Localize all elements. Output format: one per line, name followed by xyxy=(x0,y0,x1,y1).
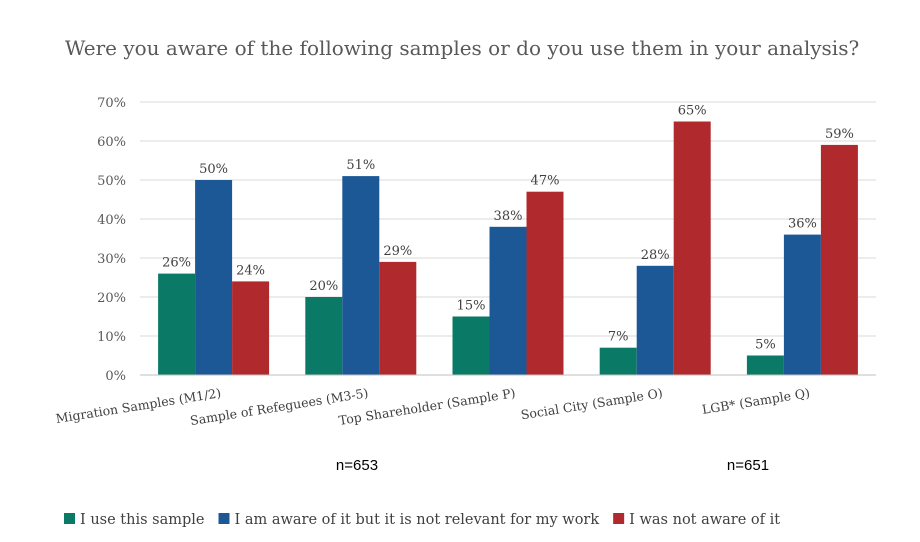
data-label: 59% xyxy=(825,127,854,142)
legend-swatch xyxy=(218,513,230,524)
y-tick-label: 40% xyxy=(97,213,126,228)
data-label: 50% xyxy=(199,162,228,177)
x-axis: Migration Samples (M1/2)Sample of Refegu… xyxy=(55,385,811,428)
y-tick-label: 10% xyxy=(97,330,126,345)
legend-label: I was not aware of it xyxy=(629,512,780,528)
legend-swatch xyxy=(613,513,625,524)
legend-label: I am aware of it but it is not relevant … xyxy=(235,512,600,528)
data-label: 38% xyxy=(494,209,523,224)
y-axis: 0% 10% 20% 30% 40% 50% 60% 70% xyxy=(97,96,126,384)
y-tick-label: 30% xyxy=(97,252,126,267)
x-tick-label: Social City (Sample O) xyxy=(520,385,664,422)
bar xyxy=(379,261,417,375)
data-label: 47% xyxy=(531,174,560,189)
y-tick-label: 70% xyxy=(97,96,126,111)
bar xyxy=(820,144,858,375)
bar xyxy=(452,316,490,375)
bar xyxy=(305,297,343,375)
y-tick-label: 50% xyxy=(97,174,126,189)
bar xyxy=(489,226,527,375)
y-tick-label: 20% xyxy=(97,291,126,306)
data-label: 24% xyxy=(236,263,265,278)
legend-swatch xyxy=(64,513,75,524)
data-label: 51% xyxy=(346,158,375,173)
legend: I use this sample I am aware of it but it… xyxy=(64,512,780,528)
data-label: 5% xyxy=(755,338,776,353)
bar xyxy=(746,355,784,375)
bar xyxy=(158,273,196,375)
plot-area: 26% 50% 24% 20% 51% 29% 15% 38% 47% 7% 28% 65% 5% 36%… xyxy=(158,104,858,375)
bar xyxy=(673,121,711,375)
bar xyxy=(342,176,380,375)
bar xyxy=(599,347,637,375)
data-label: 29% xyxy=(383,244,412,259)
sample-size-note-2: n=651 xyxy=(727,457,769,474)
y-tick-label: 0% xyxy=(105,369,126,384)
bar xyxy=(636,265,674,375)
bar xyxy=(526,191,564,375)
y-tick-label: 60% xyxy=(97,135,126,150)
data-label: 7% xyxy=(608,330,629,345)
sample-size-note-1: n=653 xyxy=(336,457,378,474)
chart-title: Were you aware of the following samples … xyxy=(65,36,859,60)
data-label: 28% xyxy=(641,248,670,263)
bar xyxy=(195,180,233,375)
data-label: 20% xyxy=(309,279,338,294)
legend-label: I use this sample xyxy=(80,512,205,528)
data-label: 26% xyxy=(162,256,191,271)
bar xyxy=(232,281,270,375)
data-label: 36% xyxy=(788,217,817,232)
x-tick-label: LGB* (Sample Q) xyxy=(701,385,811,417)
data-label: 65% xyxy=(678,104,707,119)
data-label: 15% xyxy=(457,299,486,314)
bar xyxy=(783,234,821,375)
